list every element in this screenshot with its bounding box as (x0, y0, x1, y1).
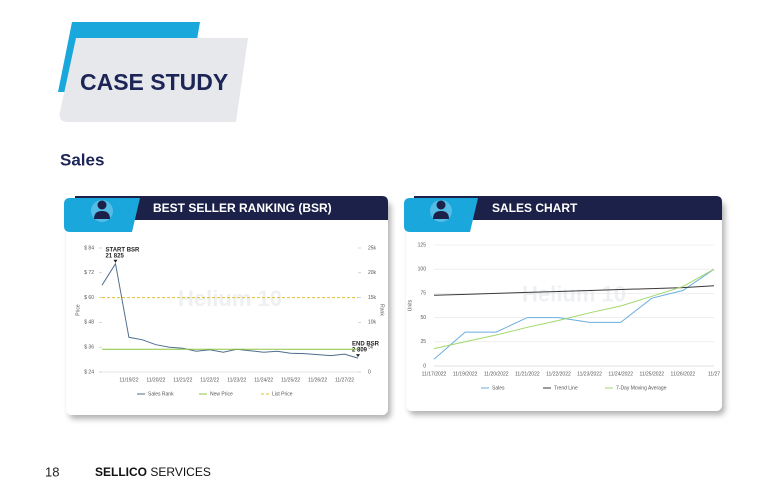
series-line (433, 268, 715, 360)
x-tick-label: 11/22/22 (200, 377, 219, 383)
x-tick-label: 11/27/22 (335, 377, 354, 383)
annotation: START BSR (105, 247, 140, 253)
page-number: 18 (45, 464, 59, 479)
series-line (433, 285, 715, 296)
x-tick-label: 11/19/2022 (453, 371, 478, 377)
brand-name: SELLICO (95, 465, 147, 479)
x-tick-label: 11/21/22 (173, 377, 192, 383)
y2-tick-label: 5k (368, 345, 374, 351)
card (64, 196, 388, 415)
y-tick-label: 25 (420, 339, 426, 345)
legend-label: Sales Rank (148, 391, 174, 397)
marker (113, 259, 118, 263)
x-tick-label: 11/22/2022 (546, 371, 571, 377)
legend-label: New Price (210, 391, 233, 397)
legend-label: List Price (272, 391, 293, 397)
x-tick-label: 11/24/22 (254, 377, 273, 383)
x-tick-label: 11/23/2022 (577, 371, 602, 377)
y-tick-label: 0 (423, 363, 426, 369)
x-tick-label: 11/26/2022 (671, 371, 696, 377)
y-tick-label: $ 36 (84, 345, 94, 351)
x-tick-label: 11/26/22 (308, 377, 327, 383)
x-tick-label: 11/21/2022 (515, 371, 540, 377)
case-study-title: CASE STUDY (80, 69, 228, 95)
panel-title: SALES CHART (492, 201, 578, 215)
section-title: Sales (60, 150, 104, 169)
y-axis-label: Price (75, 304, 81, 316)
y-axis-label: Units (407, 299, 413, 311)
marker (356, 354, 360, 358)
series-line (433, 268, 715, 350)
y-tick-label: 100 (418, 267, 427, 273)
card (404, 196, 722, 411)
x-tick-label: 11/25/2022 (639, 371, 664, 377)
x-tick-label: 11/23/22 (227, 377, 246, 383)
y-tick-label: $ 24 (84, 369, 94, 375)
value-label: 2 809 (352, 348, 368, 354)
legend-label: Trend Line (554, 385, 578, 391)
banner (59, 38, 248, 122)
brand-suffix: SERVICES (150, 465, 210, 479)
y-tick-label: 125 (418, 242, 427, 248)
y2-tick-label: 10k (368, 320, 377, 326)
x-tick-label: 11/20/2022 (484, 371, 509, 377)
x-tick-label: 11/27 (708, 371, 720, 377)
y-tick-label: 75 (420, 291, 426, 297)
y-tick-label: $ 72 (84, 270, 94, 276)
x-tick-label: 11/19/22 (119, 377, 138, 383)
watermark: Helium 10 (178, 286, 282, 311)
y2-tick-label: 25k (368, 245, 377, 251)
y2-tick-label: 15k (368, 295, 377, 301)
y-tick-label: $ 60 (84, 295, 94, 301)
x-tick-label: 11/25/22 (281, 377, 300, 383)
y-tick-label: 50 (420, 315, 426, 321)
y2-tick-label: 20k (368, 270, 377, 276)
value-label: 21 825 (105, 253, 124, 259)
brand: SELLICO SERVICES (95, 465, 211, 479)
y-tick-label: $ 84 (84, 245, 94, 251)
y2-axis-label: Rank (379, 304, 385, 316)
y-tick-label: $ 48 (84, 320, 94, 326)
y2-tick-label: 0 (368, 369, 371, 375)
annotation: END BSR (352, 342, 380, 348)
series-line (101, 262, 359, 359)
watermark: Helium 10 (522, 281, 626, 306)
panel-title: BEST SELLER RANKING (BSR) (153, 201, 332, 215)
x-tick-label: 11/17/2022 (422, 371, 447, 377)
x-tick-label: 11/24/2022 (608, 371, 633, 377)
x-tick-label: 11/20/22 (146, 377, 165, 383)
legend-label: Sales (492, 385, 505, 391)
legend-label: 7-Day Moving Average (616, 385, 667, 391)
